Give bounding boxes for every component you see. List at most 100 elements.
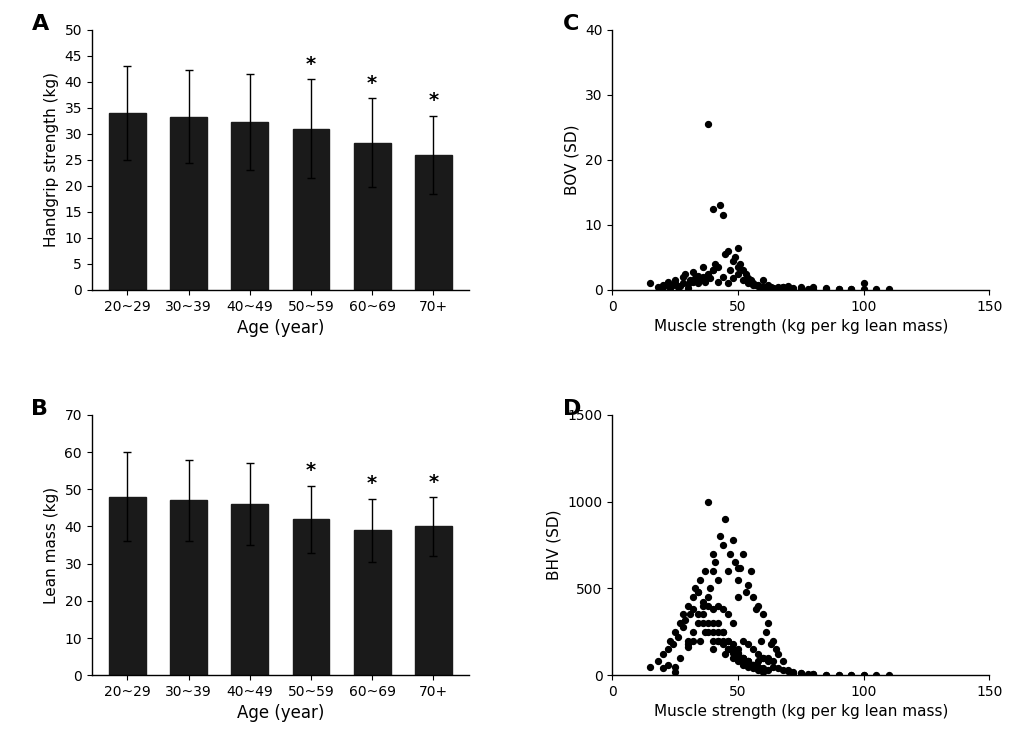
- X-axis label: Muscle strength (kg per kg lean mass): Muscle strength (kg per kg lean mass): [653, 704, 947, 720]
- Point: [668, 281, 685, 293]
- Point: [684, 634, 700, 646]
- Point: [719, 643, 736, 655]
- Point: [804, 669, 820, 680]
- Point: [704, 626, 720, 638]
- Point: [739, 659, 755, 671]
- Point: [704, 565, 720, 577]
- Point: [739, 660, 755, 672]
- Point: [725, 534, 741, 546]
- Point: [766, 643, 783, 655]
- Point: [689, 586, 705, 598]
- Point: [714, 271, 731, 283]
- Point: [764, 282, 781, 294]
- Point: [699, 626, 715, 638]
- Point: [706, 258, 722, 270]
- Point: [674, 608, 690, 620]
- Point: [658, 659, 675, 671]
- Point: [692, 574, 708, 585]
- Point: [785, 283, 801, 295]
- Point: [800, 283, 816, 295]
- Point: [725, 617, 741, 629]
- Point: [684, 591, 700, 603]
- Point: [754, 275, 770, 286]
- Point: [829, 669, 846, 681]
- Point: [730, 652, 746, 664]
- Point: [684, 603, 700, 615]
- Point: [709, 276, 726, 288]
- Point: [719, 634, 736, 646]
- Text: D: D: [562, 399, 581, 419]
- Point: [699, 591, 715, 603]
- Point: [682, 275, 698, 286]
- Point: [744, 659, 760, 671]
- Point: [704, 264, 720, 276]
- Point: [730, 268, 746, 280]
- Point: [714, 634, 731, 646]
- Point: [764, 655, 781, 667]
- Point: [842, 669, 858, 681]
- Point: [744, 591, 760, 603]
- Point: [734, 659, 750, 671]
- Point: [694, 608, 710, 620]
- Point: [785, 282, 801, 294]
- Point: [759, 652, 775, 664]
- Point: [687, 272, 703, 284]
- Point: [734, 652, 750, 664]
- Point: [764, 282, 781, 294]
- Bar: [292, 128, 329, 290]
- Point: [732, 258, 748, 270]
- Point: [704, 548, 720, 559]
- Point: [804, 669, 820, 680]
- Point: [719, 565, 736, 577]
- Point: [711, 531, 728, 542]
- Point: [730, 574, 746, 585]
- Point: [663, 280, 680, 292]
- Y-axis label: Lean mass (kg): Lean mass (kg): [44, 487, 59, 604]
- Point: [804, 280, 820, 292]
- Point: [699, 268, 715, 280]
- Point: [666, 660, 683, 672]
- Point: [694, 597, 710, 608]
- Text: *: *: [428, 473, 438, 491]
- Point: [785, 666, 801, 678]
- Point: [689, 270, 705, 282]
- Point: [747, 279, 763, 291]
- Point: [714, 603, 731, 615]
- Point: [674, 271, 690, 283]
- Point: [747, 603, 763, 615]
- Point: [749, 280, 765, 292]
- Bar: [109, 496, 146, 675]
- Point: [704, 203, 720, 214]
- Point: [829, 283, 846, 295]
- Point: [706, 556, 722, 568]
- Point: [658, 279, 675, 291]
- Point: [704, 643, 720, 655]
- Point: [749, 660, 765, 672]
- Point: [739, 655, 755, 667]
- Point: [679, 600, 695, 611]
- Point: [855, 283, 871, 295]
- Point: [734, 634, 750, 646]
- Point: [709, 634, 726, 646]
- Point: [672, 617, 688, 629]
- Point: [727, 252, 743, 263]
- Point: [679, 634, 695, 646]
- Point: [800, 668, 816, 680]
- Point: [641, 660, 657, 672]
- Point: [879, 283, 896, 295]
- Point: [725, 255, 741, 266]
- Point: [766, 283, 783, 295]
- Text: *: *: [367, 474, 377, 493]
- Point: [721, 264, 738, 276]
- Point: [734, 655, 750, 667]
- Point: [654, 663, 671, 674]
- Point: [752, 634, 768, 646]
- Point: [709, 574, 726, 585]
- Point: [704, 264, 720, 276]
- Point: [774, 281, 791, 293]
- Point: [759, 617, 775, 629]
- Point: [734, 275, 750, 286]
- Point: [774, 664, 791, 676]
- Point: [739, 655, 755, 667]
- Bar: [170, 500, 207, 675]
